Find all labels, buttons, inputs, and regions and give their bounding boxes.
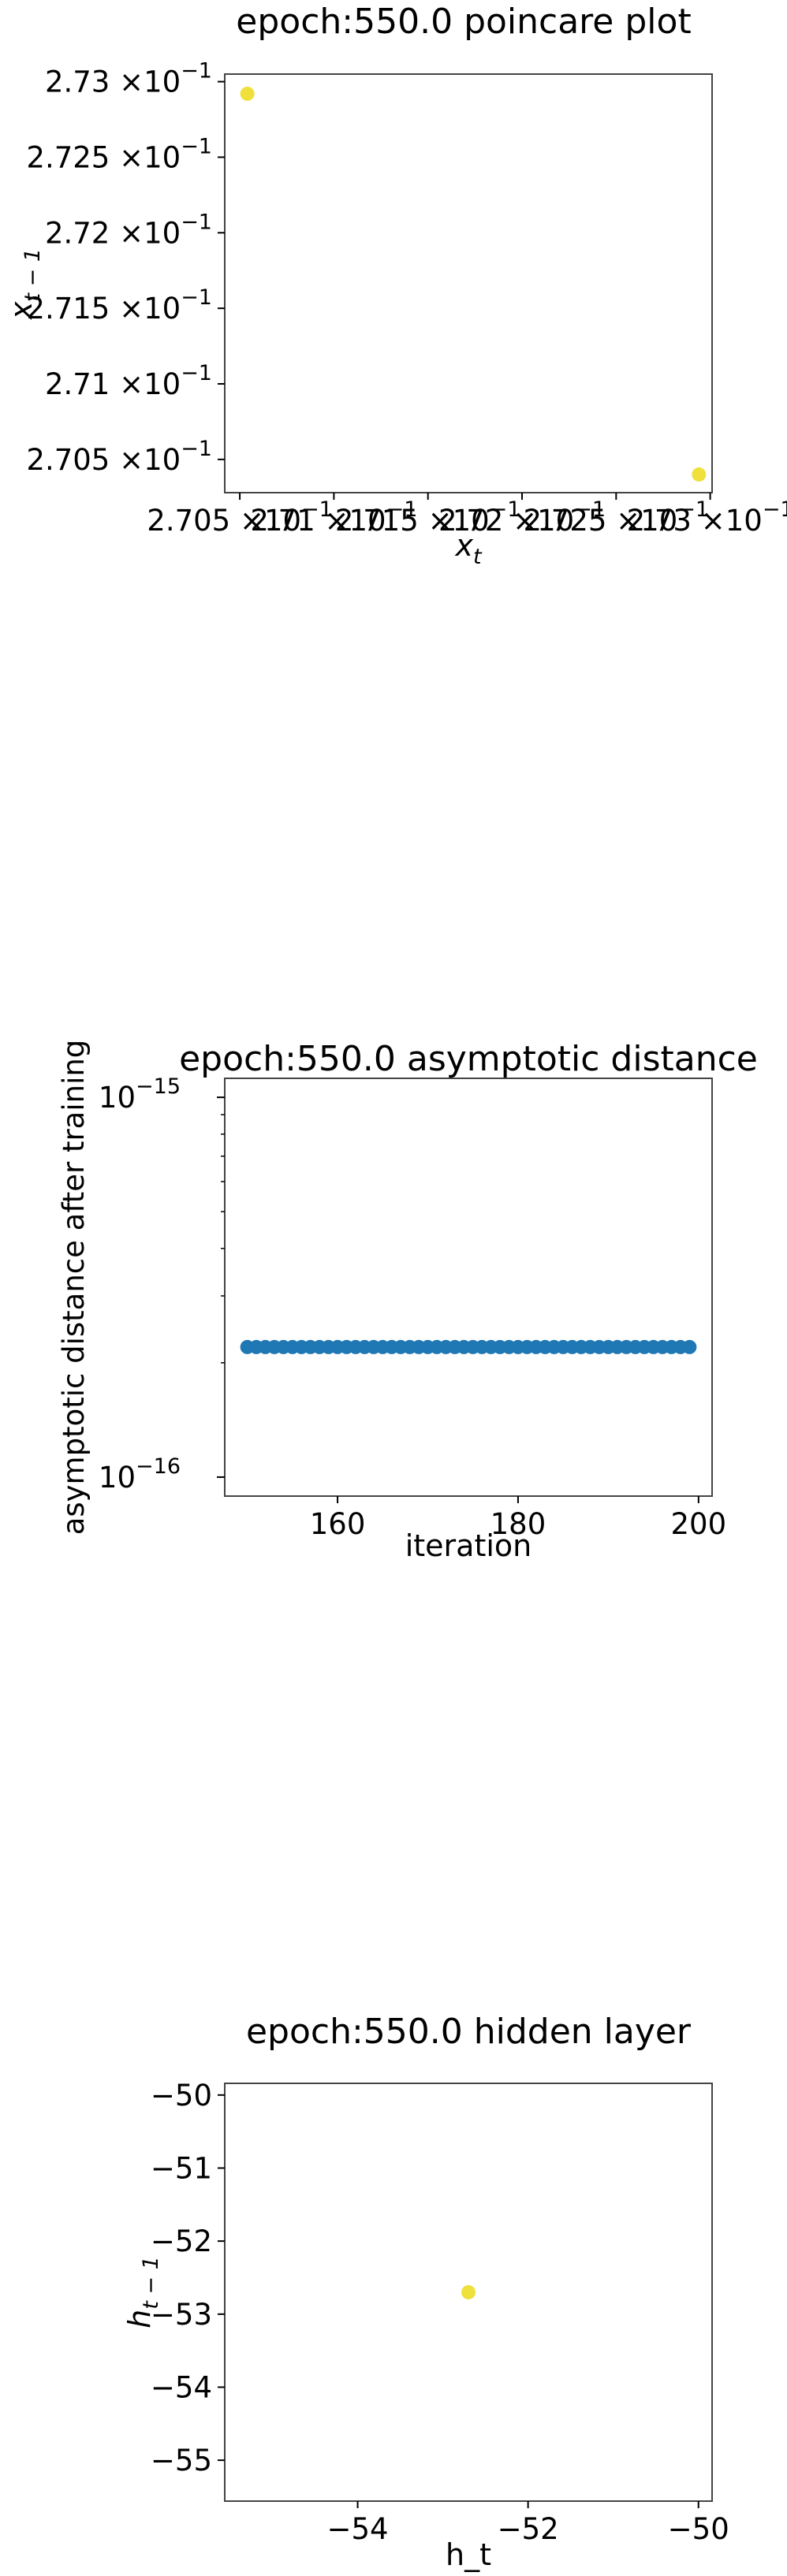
tick-mantissa: 2.725 ×10: [26, 140, 181, 174]
x-tick-label: 2.72 ×10−1: [438, 497, 606, 538]
tick-exponent: −1: [677, 497, 709, 522]
y-tick-label: −53: [151, 2298, 212, 2332]
data-point: [461, 2285, 476, 2299]
tick-mantissa: 2.71 ×10: [250, 504, 386, 538]
plot-frame: [224, 73, 713, 493]
y-tick-label: −51: [151, 2151, 212, 2185]
x-axis-label: xt: [454, 528, 483, 569]
y-tick-label: 2.71 ×10−1: [45, 361, 212, 401]
y-tick-label: −54: [151, 2370, 212, 2404]
tick-mantissa: 2.725 ×10: [524, 504, 678, 538]
tick-exponent: −16: [136, 1454, 181, 1479]
y-axis-label: asymptotic distance after training: [57, 1040, 91, 1536]
x-tick-label: 2.705 ×10−1: [147, 497, 333, 538]
x-tick-label: 200: [671, 1507, 727, 1541]
x-axis-label: h_t: [446, 2537, 491, 2572]
x-tick-label: 2.725 ×10−1: [524, 497, 710, 538]
tick-mantissa: 2.705 ×10: [147, 504, 301, 538]
tick-base: 10: [99, 1081, 136, 1115]
plot-frame: [224, 1078, 713, 1497]
chart-title: epoch:550.0 asymptotic distance: [179, 1039, 758, 1079]
chart-title: epoch:550.0 hidden layer: [246, 2012, 692, 2052]
x-tick-label: −54: [326, 2512, 388, 2546]
poincare-chart-group: epoch:550.0 poincare plot 2.705 ×10−12.7…: [4, 2, 787, 569]
y-tick-label: 2.705 ×10−1: [26, 437, 212, 477]
y-tick-label: −50: [151, 2079, 212, 2113]
x-tick-label: 2.71 ×10−1: [250, 497, 417, 538]
plot-frame: [224, 2083, 713, 2502]
tick-mantissa: 2.72 ×10: [438, 504, 574, 538]
y-tick-label: 2.715 ×10−1: [26, 285, 212, 326]
tick-exponent: −1: [386, 497, 418, 522]
tick-exponent: −1: [181, 285, 212, 310]
hidden-layer-chart: epoch:550.0 hidden layer −55 −54 −53 −52 −51…: [122, 2012, 729, 2572]
tick-mantissa: 2.73 ×10: [627, 504, 763, 538]
y-tick-label: 2.72 ×10−1: [45, 210, 212, 250]
tick-base: 10: [99, 1461, 136, 1495]
tick-exponent: −1: [181, 437, 212, 461]
tick-mantissa: 2.71 ×10: [45, 367, 181, 401]
tick-mantissa: 2.73 ×10: [45, 65, 181, 99]
tick-exponent: −1: [301, 497, 333, 522]
y-tick-label: 10−15: [99, 1074, 181, 1115]
tick-exponent: −1: [490, 497, 521, 522]
asymptotic-distance-chart: epoch:550.0 asymptotic distance 10−1610−…: [57, 1039, 758, 1563]
tick-mantissa: 2.715 ×10: [335, 504, 490, 538]
x-tick-label: 180: [490, 1507, 546, 1541]
y-tick-label: 2.73 ×10−1: [45, 59, 212, 99]
data-point: [682, 1339, 697, 1354]
tick-exponent: −1: [763, 497, 787, 522]
y-tick-label: 10−16: [99, 1454, 181, 1495]
y-tick-label: −52: [151, 2224, 212, 2258]
chart-title: epoch:550.0 poincare plot: [236, 2, 691, 42]
y-tick-label: −55: [151, 2444, 212, 2477]
x-axis-label: iteration: [405, 1528, 532, 1563]
tick-exponent: −1: [181, 59, 212, 84]
x-tick-label: −50: [668, 2512, 729, 2546]
x-tick-label: 2.715 ×10−1: [335, 497, 521, 538]
y-axis-label: ht − 1: [122, 2256, 163, 2328]
x-tick-label: 160: [310, 1507, 366, 1541]
y-tick-label: 2.725 ×10−1: [26, 134, 212, 174]
tick-exponent: −15: [136, 1074, 181, 1099]
tick-exponent: −1: [181, 210, 212, 234]
tick-exponent: −1: [181, 134, 212, 158]
data-point: [240, 86, 255, 101]
tick-mantissa: 2.705 ×10: [26, 443, 181, 477]
tick-exponent: −1: [574, 497, 606, 522]
tick-mantissa: 2.715 ×10: [26, 292, 181, 326]
data-point: [692, 467, 707, 482]
tick-mantissa: 2.72 ×10: [45, 216, 181, 250]
x-tick-label: −52: [498, 2512, 559, 2546]
x-tick-label: 2.73 ×10−1: [627, 497, 787, 538]
tick-exponent: −1: [181, 361, 212, 385]
y-axis-label: xt − 1: [4, 248, 45, 320]
